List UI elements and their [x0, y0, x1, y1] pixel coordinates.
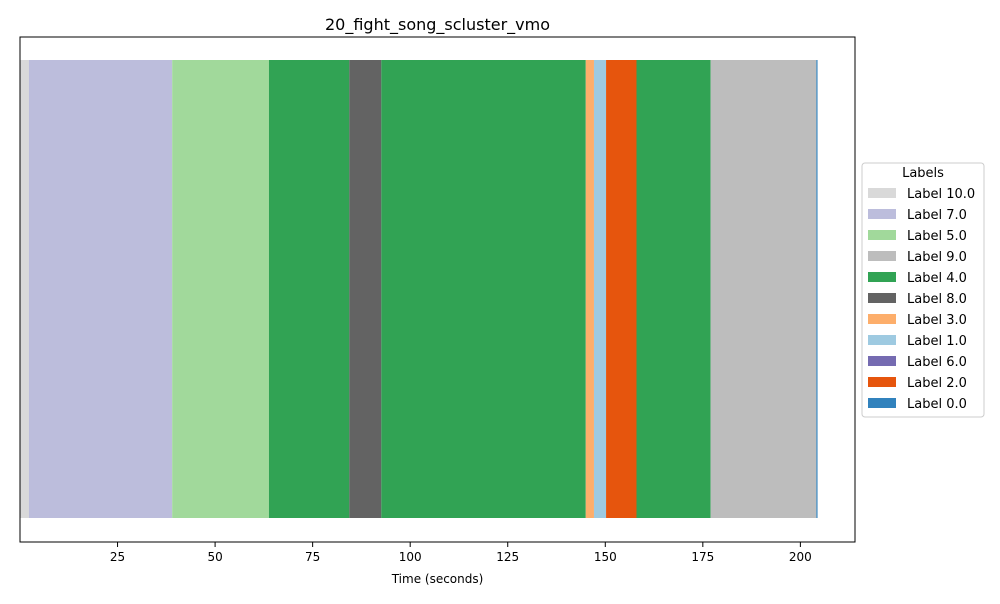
legend-swatch — [868, 335, 896, 345]
legend-label: Label 0.0 — [907, 397, 967, 412]
legend-label: Label 10.0 — [907, 187, 975, 202]
legend-swatch — [868, 293, 896, 303]
legend-label: Label 1.0 — [907, 334, 967, 349]
segment-0 — [20, 60, 29, 518]
x-tick-label: 25 — [110, 550, 125, 564]
x-tick-label: 50 — [207, 550, 222, 564]
legend-title: Labels — [902, 166, 944, 181]
x-tick-label: 175 — [691, 550, 714, 564]
legend-label: Label 9.0 — [907, 250, 967, 265]
x-tick-label: 200 — [789, 550, 812, 564]
legend-swatch — [868, 209, 896, 219]
legend-swatch — [868, 230, 896, 240]
x-axis: 25 50 75 100 125 150 175 200 — [110, 542, 812, 564]
x-tick-label: 125 — [496, 550, 519, 564]
segment-2 — [172, 60, 269, 518]
legend-swatch — [868, 377, 896, 387]
plot-frame — [19, 36, 856, 543]
legend-label: Label 2.0 — [907, 376, 967, 391]
x-tick-label: 100 — [399, 550, 422, 564]
segment-1 — [28, 60, 173, 518]
x-axis-label: Time (seconds) — [391, 572, 484, 586]
segment-10 — [710, 60, 817, 518]
segment-5 — [381, 60, 586, 518]
legend-label: Label 7.0 — [907, 208, 967, 223]
segment-9 — [636, 60, 711, 518]
legend-swatch — [868, 398, 896, 408]
legend-label: Label 6.0 — [907, 355, 967, 370]
legend-label: Label 5.0 — [907, 229, 967, 244]
legend: Labels Label 10.0 Label 7.0 Label 5.0 Label… — [861, 162, 985, 418]
segment-4 — [349, 60, 382, 518]
segment-7 — [593, 60, 607, 518]
legend-swatch — [868, 251, 896, 261]
segment-3 — [268, 60, 350, 518]
legend-frame — [861, 162, 985, 418]
legend-label: Label 3.0 — [907, 313, 967, 328]
segment-8 — [606, 60, 637, 518]
legend-swatch — [868, 314, 896, 324]
x-tick-label: 75 — [305, 550, 320, 564]
legend-swatch — [868, 356, 896, 366]
legend-swatch — [868, 188, 896, 198]
chart-title: 20_fight_song_scluster_vmo — [325, 15, 550, 35]
segments-layer — [20, 60, 818, 518]
legend-swatch — [868, 272, 896, 282]
legend-label: Label 8.0 — [907, 292, 967, 307]
legend-label: Label 4.0 — [907, 271, 967, 286]
segment-11 — [816, 60, 818, 518]
x-tick-label: 150 — [594, 550, 617, 564]
segment-6 — [585, 60, 594, 518]
